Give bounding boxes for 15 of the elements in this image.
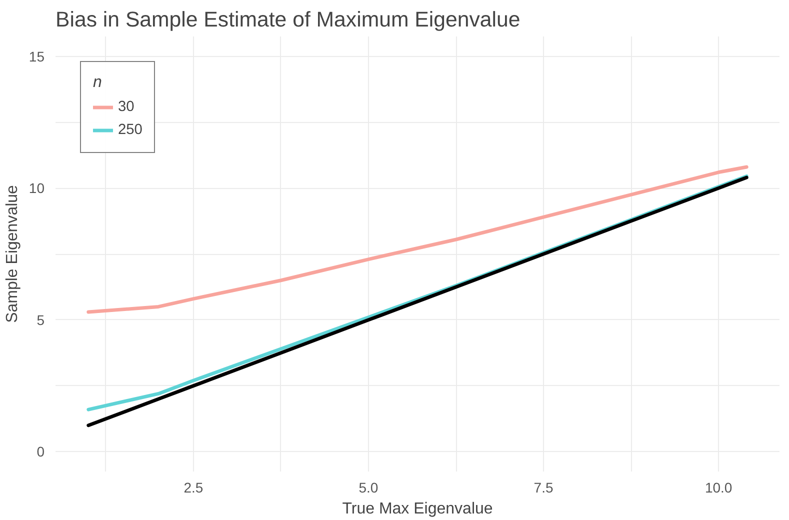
chart-title: Bias in Sample Estimate of Maximum Eigenvalue (56, 8, 520, 32)
x-tick-label: 7.5 (534, 480, 554, 496)
y-tick-label: 15 (28, 48, 45, 64)
y-axis-title: Sample Eigenvalue (4, 184, 21, 323)
legend-label: 30 (118, 99, 136, 115)
y-tick-label: 0 (36, 444, 45, 460)
legend-title: n (93, 74, 103, 92)
x-tick-label: 5.0 (358, 480, 378, 496)
x-tick-label: 10.0 (704, 480, 732, 496)
y-tick-label: 5 (36, 312, 45, 328)
x-axis-title: True Max Eigenvalue (342, 500, 493, 518)
x-tick-label: 2.5 (184, 480, 204, 496)
line-series (86, 165, 748, 314)
y-tick-label: 10 (28, 180, 45, 196)
legend-label: 250 (118, 122, 142, 138)
